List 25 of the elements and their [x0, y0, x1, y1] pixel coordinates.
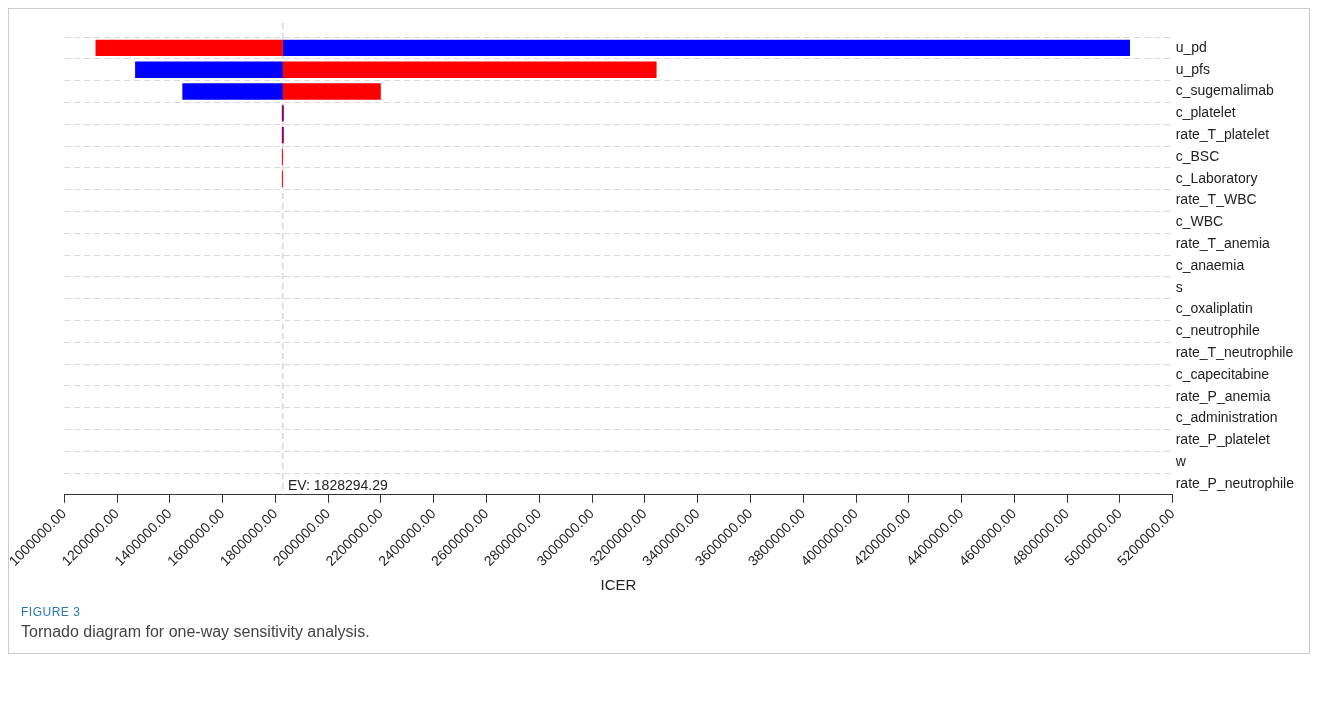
y-tick-label: c_anaemia [1175, 256, 1245, 273]
y-tick-label: c_oxaliplatin [1175, 300, 1253, 317]
y-tick-label: c_platelet [1175, 104, 1236, 121]
y-tick-label: c_capecitabine [1175, 365, 1270, 382]
y-tick-label: c_sugemalimab [1175, 82, 1274, 99]
caption: FIGURE 3 [21, 605, 82, 619]
y-tick-label: c_BSC [1175, 147, 1220, 164]
y-tick-label: rate_P_anemia [1175, 387, 1271, 404]
y-tick-label: rate_T_WBC [1175, 191, 1257, 208]
y-tick-label: rate_T_anemia [1175, 234, 1271, 251]
y-tick-label: s [1175, 278, 1183, 295]
x-axis-title: ICER [600, 576, 637, 594]
ref-line-label: EV: 1828294.29 [287, 476, 388, 493]
y-tick-label: rate_P_neutrophile [1175, 474, 1295, 491]
y-tick-label: c_administration [1175, 409, 1278, 426]
y-tick-label: rate_T_platelet [1175, 125, 1270, 142]
y-tick-label: c_neutrophile [1175, 322, 1260, 339]
y-tick-label: rate_T_neutrophile [1175, 343, 1294, 360]
y-tick-label: u_pd [1175, 38, 1207, 55]
y-tick-label: rate_P_platelet [1175, 431, 1270, 448]
y-tick-label: w [1174, 452, 1187, 469]
y-tick-label: u_pfs [1175, 60, 1210, 77]
text: Tornado diagram for one-way sensitivity analysis. [21, 623, 371, 641]
y-tick-label: c_Laboratory [1175, 169, 1258, 186]
y-tick-label: c_WBC [1175, 213, 1224, 230]
